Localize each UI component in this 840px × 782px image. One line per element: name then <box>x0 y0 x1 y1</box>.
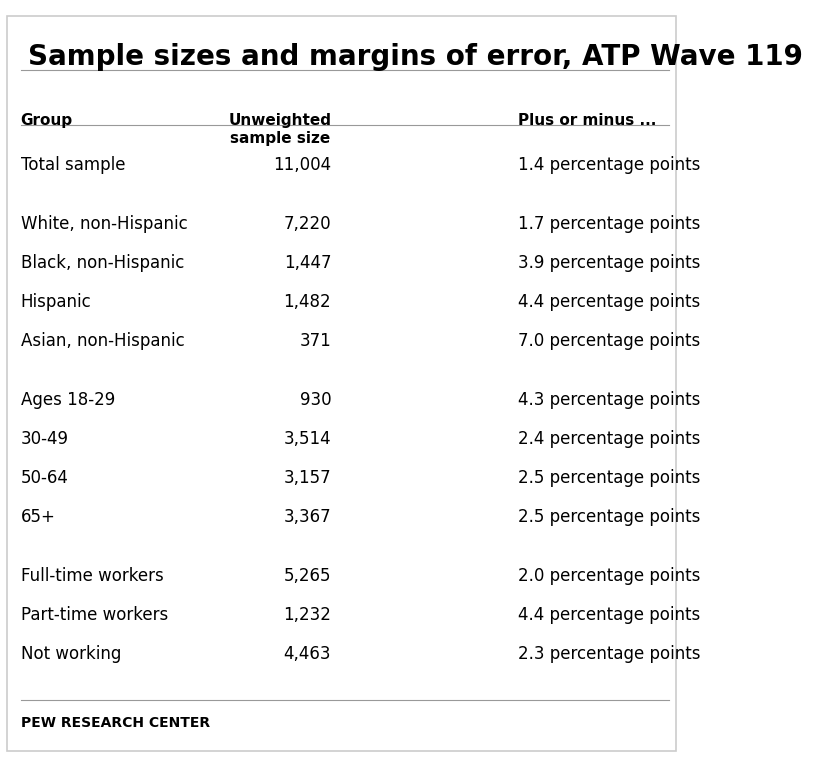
Text: 3.9 percentage points: 3.9 percentage points <box>517 254 700 272</box>
Text: 3,157: 3,157 <box>284 469 331 487</box>
Text: 1,447: 1,447 <box>284 254 331 272</box>
Text: 7.0 percentage points: 7.0 percentage points <box>517 332 700 350</box>
Text: 3,514: 3,514 <box>284 430 331 448</box>
Text: Part-time workers: Part-time workers <box>21 606 168 624</box>
Text: 4,463: 4,463 <box>284 645 331 663</box>
Text: Unweighted
sample size: Unweighted sample size <box>228 113 331 145</box>
Text: Not working: Not working <box>21 645 121 663</box>
Text: 2.0 percentage points: 2.0 percentage points <box>517 567 700 585</box>
Text: 371: 371 <box>300 332 331 350</box>
Text: 2.5 percentage points: 2.5 percentage points <box>517 508 700 526</box>
Text: 65+: 65+ <box>21 508 55 526</box>
Text: Black, non-Hispanic: Black, non-Hispanic <box>21 254 184 272</box>
Text: Full-time workers: Full-time workers <box>21 567 164 585</box>
Text: 4.4 percentage points: 4.4 percentage points <box>517 293 700 311</box>
Text: 2.5 percentage points: 2.5 percentage points <box>517 469 700 487</box>
Text: 1.4 percentage points: 1.4 percentage points <box>517 156 700 174</box>
Text: Group: Group <box>21 113 73 128</box>
Text: Plus or minus ...: Plus or minus ... <box>517 113 656 128</box>
Text: 930: 930 <box>300 391 331 409</box>
Text: 50-64: 50-64 <box>21 469 69 487</box>
Text: Total sample: Total sample <box>21 156 125 174</box>
Text: Asian, non-Hispanic: Asian, non-Hispanic <box>21 332 185 350</box>
Text: 7,220: 7,220 <box>284 215 331 233</box>
Text: 5,265: 5,265 <box>284 567 331 585</box>
Text: PEW RESEARCH CENTER: PEW RESEARCH CENTER <box>21 716 210 730</box>
Text: White, non-Hispanic: White, non-Hispanic <box>21 215 187 233</box>
Text: 1.7 percentage points: 1.7 percentage points <box>517 215 700 233</box>
Text: 2.3 percentage points: 2.3 percentage points <box>517 645 700 663</box>
Text: 1,232: 1,232 <box>283 606 331 624</box>
FancyBboxPatch shape <box>7 16 676 751</box>
Text: 4.4 percentage points: 4.4 percentage points <box>517 606 700 624</box>
Text: 30-49: 30-49 <box>21 430 69 448</box>
Text: 1,482: 1,482 <box>284 293 331 311</box>
Text: 2.4 percentage points: 2.4 percentage points <box>517 430 700 448</box>
Text: Sample sizes and margins of error, ATP Wave 119: Sample sizes and margins of error, ATP W… <box>28 43 802 71</box>
Text: Ages 18-29: Ages 18-29 <box>21 391 115 409</box>
Text: 11,004: 11,004 <box>273 156 331 174</box>
Text: 4.3 percentage points: 4.3 percentage points <box>517 391 700 409</box>
Text: 3,367: 3,367 <box>284 508 331 526</box>
Text: Hispanic: Hispanic <box>21 293 92 311</box>
